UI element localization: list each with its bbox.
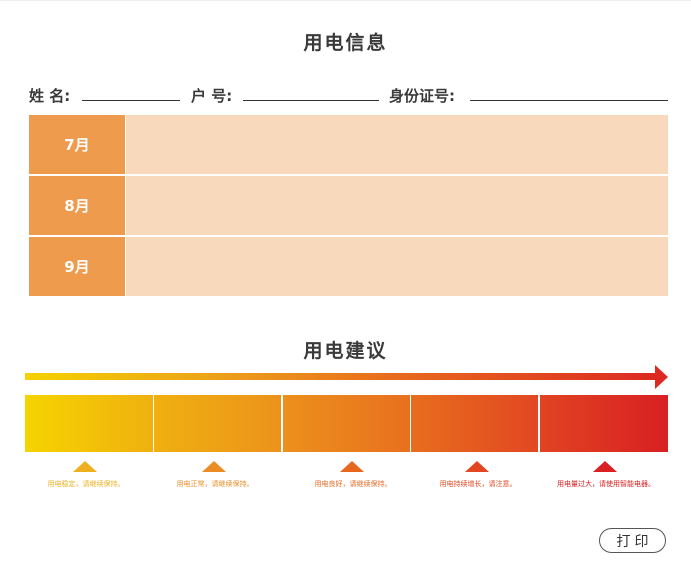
usage-value-cell <box>126 176 668 235</box>
level-note: 用电良好，请继续保持。 <box>314 480 392 488</box>
usage-level-segment <box>540 395 668 452</box>
level-marker-icon <box>465 461 489 472</box>
account-number-label: 户 号: <box>191 87 233 105</box>
advice-title: 用电建议 <box>303 340 388 362</box>
id-number-field[interactable] <box>470 100 668 101</box>
table-row: 7月 <box>29 115 668 174</box>
arrow-head-icon <box>655 365 668 389</box>
usage-level-segment <box>25 395 153 452</box>
month-cell: 9月 <box>29 237 125 296</box>
level-marker-icon <box>340 461 364 472</box>
level-note: 用电量过大，请使用智能电器。 <box>557 480 655 488</box>
usage-level-segment <box>411 395 538 452</box>
table-row: 9月 <box>29 237 668 296</box>
usage-level-scale <box>25 395 668 452</box>
usage-value-cell <box>126 237 668 296</box>
usage-trend-arrow <box>25 373 657 380</box>
name-label: 姓 名: <box>29 87 71 105</box>
usage-value-cell <box>126 115 668 174</box>
page-title: 用电信息 <box>303 32 388 54</box>
level-marker-icon <box>593 461 617 472</box>
name-field[interactable] <box>82 100 180 101</box>
level-marker-icon <box>202 461 226 472</box>
account-number-field[interactable] <box>243 100 379 101</box>
usage-level-segment <box>154 395 281 452</box>
level-marker-icon <box>73 461 97 472</box>
table-row: 8月 <box>29 176 668 235</box>
usage-level-segment <box>283 395 410 452</box>
print-button[interactable]: 打印 <box>599 528 666 553</box>
id-number-label: 身份证号: <box>389 87 455 105</box>
level-note: 用电稳定，请继续保持。 <box>47 480 125 488</box>
level-note: 用电持续增长，请注意。 <box>439 480 517 488</box>
level-note: 用电正常，请继续保持。 <box>176 480 254 488</box>
month-cell: 7月 <box>29 115 125 174</box>
month-cell: 8月 <box>29 176 125 235</box>
